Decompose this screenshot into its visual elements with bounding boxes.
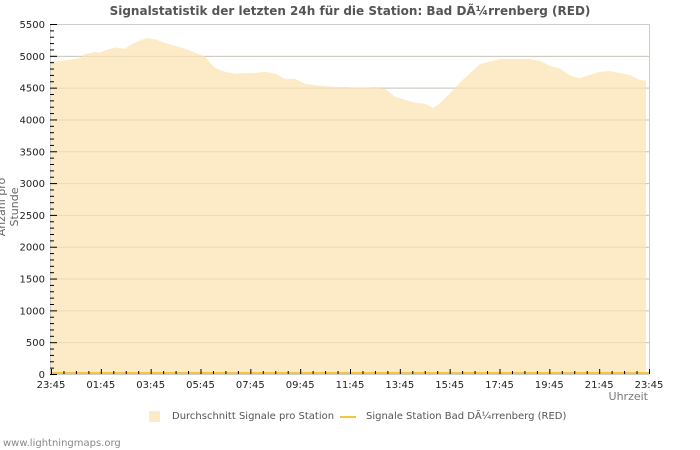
x-tick-label: 23:45 bbox=[37, 380, 66, 391]
legend-item-average: Durchschnitt Signale pro Station bbox=[149, 411, 334, 422]
y-tick-label: 2500 bbox=[20, 211, 45, 222]
area-swatch-icon bbox=[149, 411, 160, 422]
y-tick-label: 5000 bbox=[20, 52, 45, 63]
legend-label-station: Signale Station Bad DÃ¼rrenberg (RED) bbox=[366, 411, 567, 422]
y-tick-label: 4000 bbox=[20, 115, 45, 126]
y-tick-label: 1000 bbox=[20, 306, 45, 317]
y-tick-label: 0 bbox=[39, 370, 45, 381]
x-tick-label: 09:45 bbox=[286, 380, 315, 391]
x-tick-label: 01:45 bbox=[86, 380, 115, 391]
y-tick-label: 3500 bbox=[20, 147, 45, 158]
legend-label-average: Durchschnitt Signale pro Station bbox=[172, 411, 335, 422]
x-tick-label: 19:45 bbox=[535, 380, 564, 391]
y-tick-label: 5500 bbox=[20, 20, 45, 31]
x-tick-label: 03:45 bbox=[136, 380, 165, 391]
average-area bbox=[51, 38, 647, 374]
x-tick-label: 07:45 bbox=[236, 380, 265, 391]
y-tick-label: 1500 bbox=[20, 275, 45, 286]
site-credit: www.lightningmaps.org bbox=[3, 438, 121, 449]
chart-title: Signalstatistik der letzten 24h für die … bbox=[109, 4, 591, 18]
x-tick-label: 23:45 bbox=[635, 380, 664, 391]
x-tick-label: 05:45 bbox=[186, 380, 215, 391]
line-swatch-icon bbox=[340, 415, 356, 418]
x-tick-label: 13:45 bbox=[385, 380, 414, 391]
x-tick-label: 15:45 bbox=[435, 380, 464, 391]
y-tick-label: 500 bbox=[26, 338, 45, 349]
y-tick-label: 4500 bbox=[20, 84, 45, 95]
y-tick-label: 2000 bbox=[20, 243, 45, 254]
x-axis-label: Uhrzeit bbox=[608, 390, 648, 403]
y-tick-label: 3000 bbox=[20, 179, 45, 190]
x-tick-label: 21:45 bbox=[585, 380, 614, 391]
legend-item-station: Signale Station Bad DÃ¼rrenberg (RED) bbox=[340, 411, 566, 422]
x-tick-label: 17:45 bbox=[485, 380, 514, 391]
x-tick-label: 11:45 bbox=[336, 380, 365, 391]
